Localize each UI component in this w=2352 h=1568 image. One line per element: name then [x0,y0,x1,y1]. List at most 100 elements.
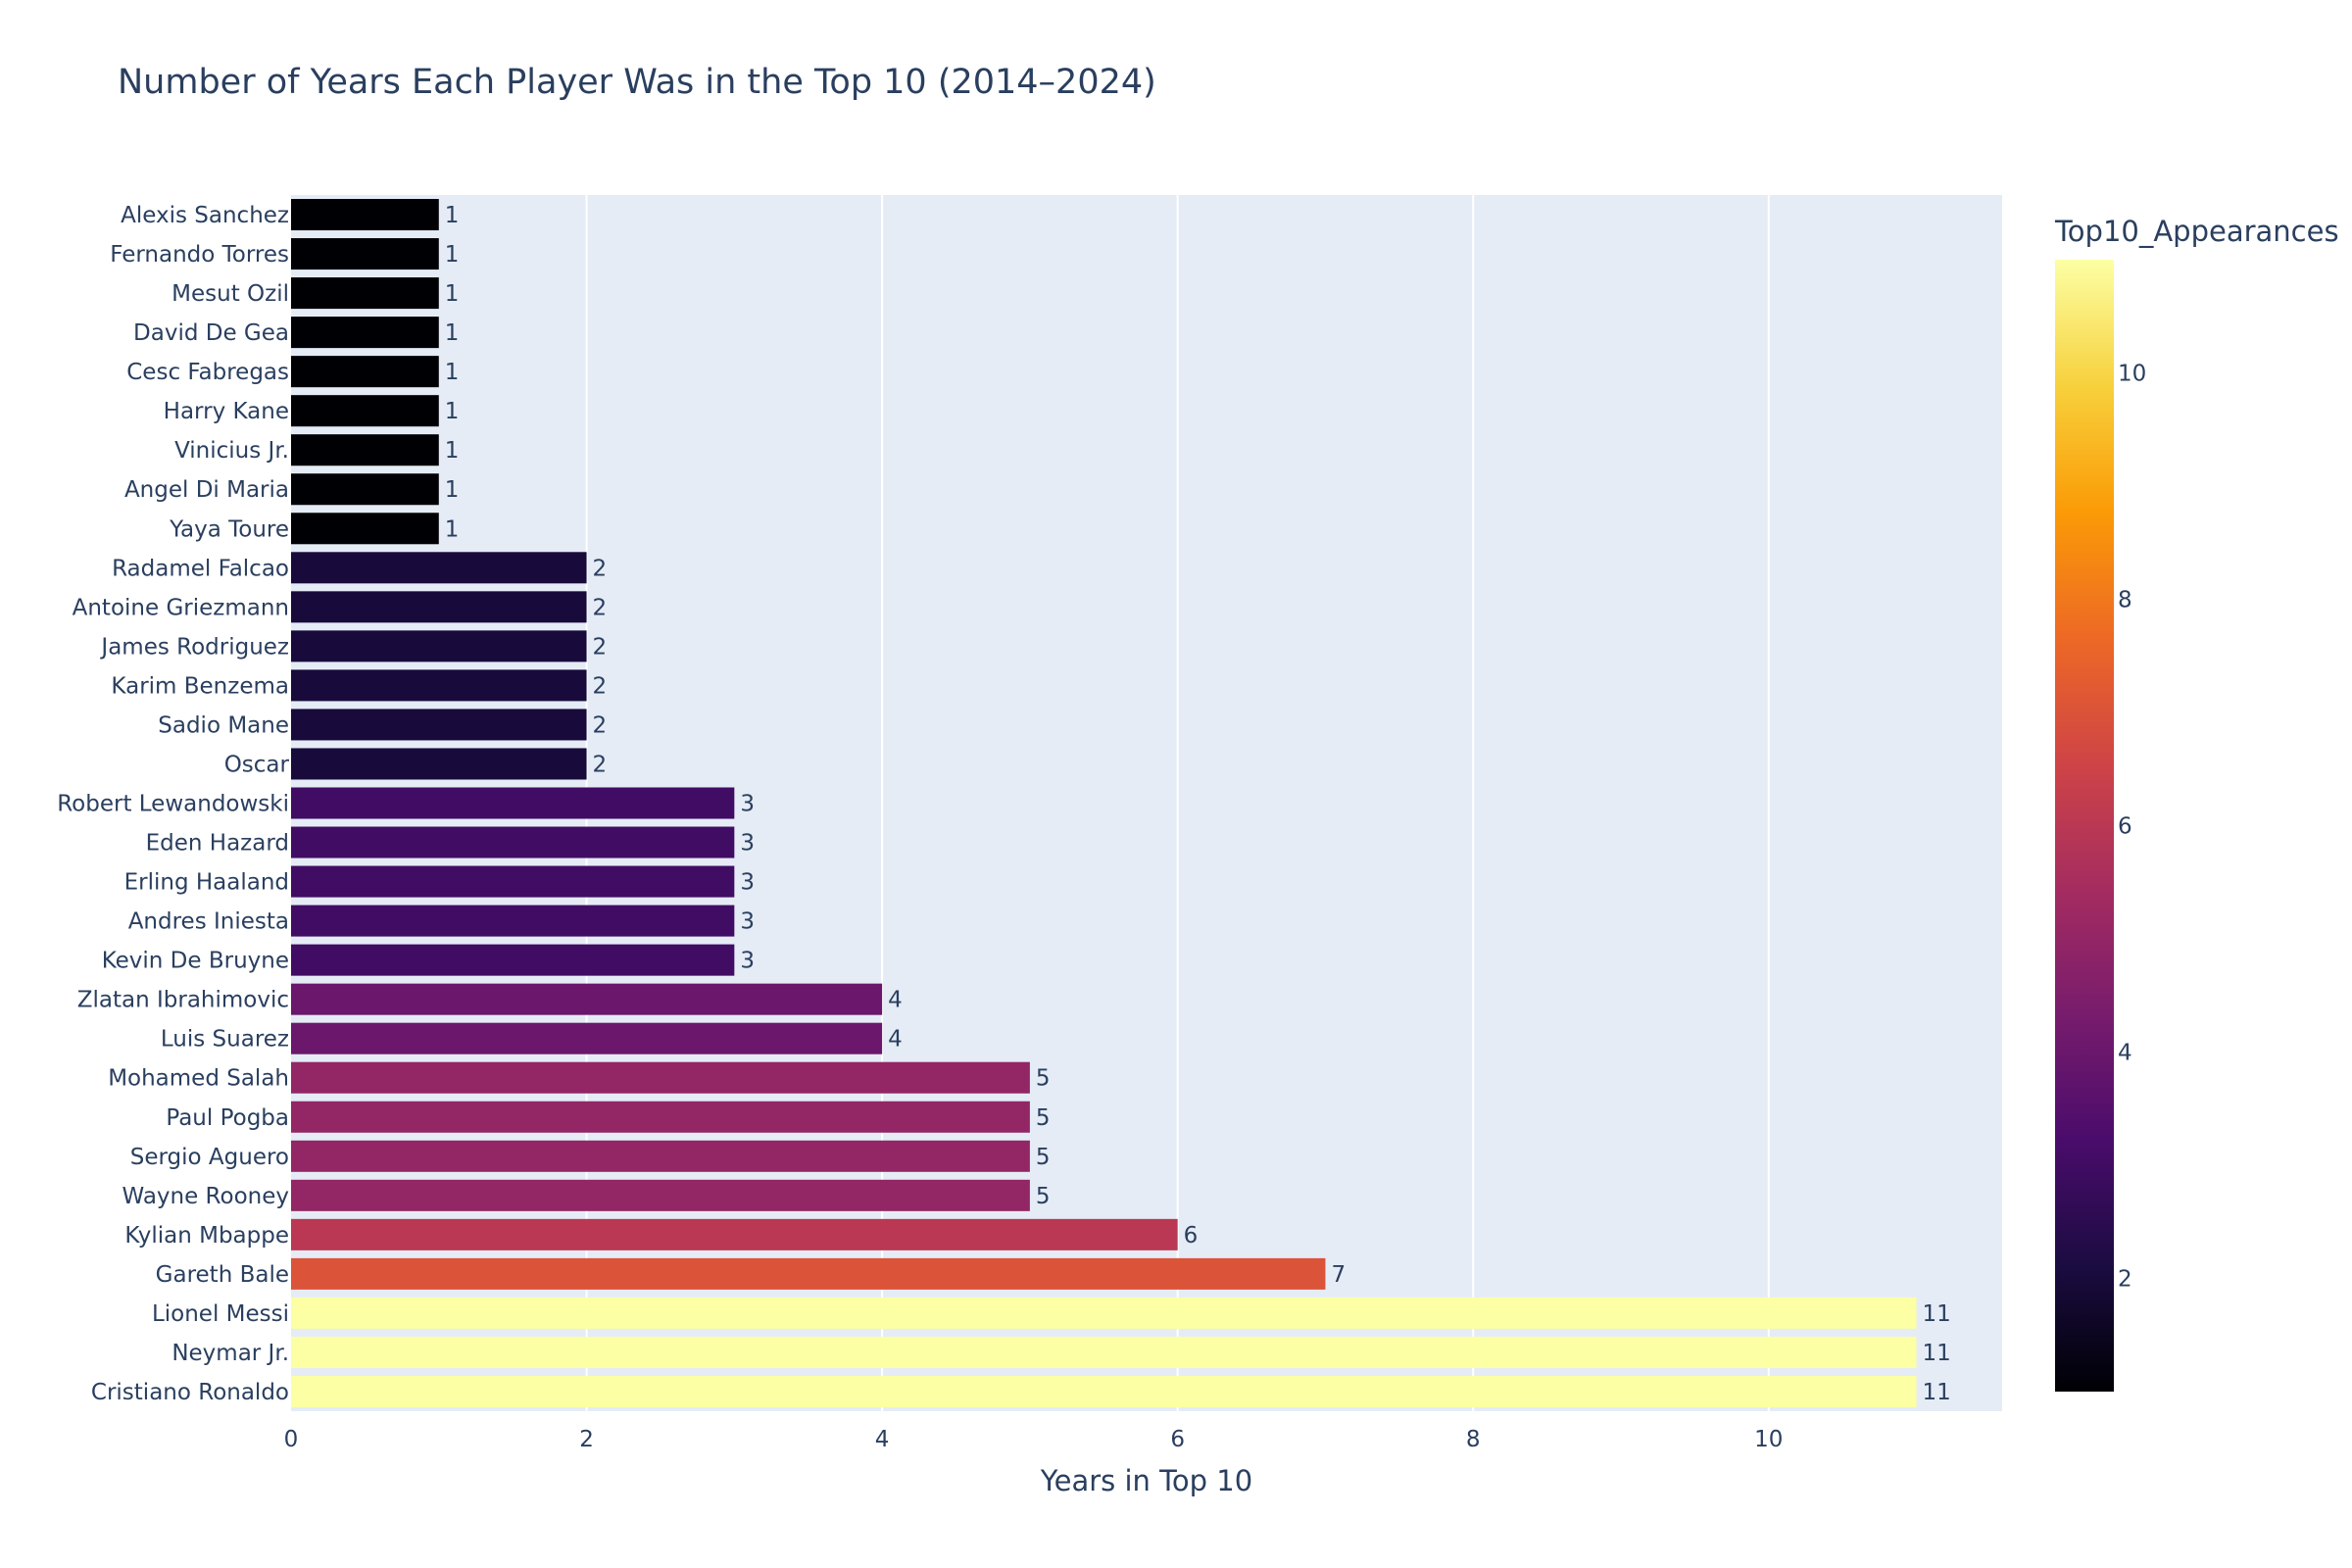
x-tick-label: 6 [1170,1427,1185,1452]
bar [291,277,439,310]
bar [291,199,439,231]
bar [291,669,587,702]
bar [291,1022,883,1054]
y-tick-label: Paul Pogba [166,1105,289,1131]
y-tick-label: Cristiano Ronaldo [91,1380,289,1405]
bar [291,395,439,427]
bar [291,1336,1917,1368]
bar [291,591,587,623]
y-tick-label: Neymar Jr. [172,1341,289,1366]
bar [291,552,587,584]
bar-value-label: 11 [1923,1380,1951,1405]
y-tick-label: Lionel Messi [152,1301,289,1327]
x-axis-tick-labels: 0 2 4 6 8 10 [284,1427,1784,1452]
bar [291,513,439,545]
y-tick-label: Zlatan Ibrahimovic [77,988,289,1013]
bar [291,826,735,858]
bar-value-label: 2 [593,712,608,738]
bar [291,709,587,741]
x-tick-label: 2 [579,1427,594,1452]
bar [291,748,587,780]
bar-value-label: 3 [740,870,755,896]
bar-value-label: 3 [740,792,755,817]
bar-value-label: 4 [888,988,903,1013]
colorbar-tick-label: 2 [2118,1267,2132,1293]
chart-title: Number of Years Each Player Was in the T… [118,63,1156,102]
colorbar-tick-labels: 2 4 6 8 10 [2118,362,2146,1293]
bar [291,238,439,270]
bar-value-label: 11 [1923,1301,1951,1327]
y-tick-label: Gareth Bale [156,1262,289,1288]
bar-value-label: 4 [888,1027,903,1053]
bar [291,865,735,898]
bar [291,1179,1030,1211]
bar-value-label: 11 [1923,1341,1951,1366]
y-tick-label: Erling Haaland [124,870,289,896]
colorbar-tick-label: 6 [2118,814,2132,840]
bar [291,1257,1326,1290]
bar [291,434,439,466]
y-tick-label: Vinicius Jr. [174,438,289,464]
bar [291,473,439,506]
bar-value-label: 3 [740,909,755,935]
y-tick-label: Cesc Fabregas [126,360,289,385]
y-tick-label: Wayne Rooney [122,1184,289,1209]
y-tick-label: Fernando Torres [110,242,289,268]
colorbar-tick-label: 8 [2118,588,2132,613]
bar-value-label: 3 [740,831,755,857]
bar [291,356,439,388]
y-tick-label: James Rodriguez [99,634,289,660]
y-tick-label: Harry Kane [164,399,289,424]
x-tick-label: 8 [1466,1427,1481,1452]
bar [291,983,883,1015]
bar-value-label: 1 [445,477,460,503]
bar [291,1061,1030,1094]
bar [291,787,735,819]
bar-value-label: 2 [593,595,608,620]
y-tick-label: Robert Lewandowski [57,792,289,817]
y-tick-label: Andres Iniesta [128,909,289,935]
x-tick-label: 4 [875,1427,890,1452]
bar [291,1101,1030,1133]
bar-value-label: 1 [445,360,460,385]
y-tick-label: Radamel Falcao [112,556,289,581]
y-tick-label: Alexis Sanchez [121,203,289,228]
bar-value-label: 5 [1036,1145,1051,1170]
y-tick-label: Mohamed Salah [108,1066,289,1092]
y-tick-label: Eden Hazard [146,831,289,857]
bar [291,1140,1030,1172]
bar-value-label: 3 [740,949,755,974]
y-axis-tick-labels: Alexis Sanchez Fernando Torres Mesut Ozil D… [57,203,289,1405]
bar [291,905,735,937]
y-tick-label: Sadio Mane [158,712,289,738]
y-tick-label: Sergio Aguero [130,1145,289,1170]
x-tick-label: 10 [1754,1427,1783,1452]
bar-value-label: 5 [1036,1105,1051,1131]
bar-value-label: 7 [1331,1262,1346,1288]
bar-value-label: 5 [1036,1066,1051,1092]
bar-value-label: 1 [445,320,460,346]
y-tick-label: Karim Benzema [111,673,289,699]
bar [291,1375,1917,1407]
bar [291,630,587,662]
y-tick-label: Oscar [224,752,290,777]
colorbar-title: Top10_Appearances [2055,215,2339,248]
y-tick-label: Kylian Mbappe [124,1223,289,1249]
bars [291,199,1917,1407]
bar-value-label: 1 [445,438,460,464]
y-tick-label: Luis Suarez [161,1027,289,1053]
y-tick-label: Yaya Toure [169,516,289,542]
bar-value-label: 1 [445,242,460,268]
y-tick-label: David De Gea [133,320,289,346]
bar-value-label: 1 [445,203,460,228]
bar-value-label: 1 [445,399,460,424]
colorbar-tick-label: 4 [2118,1041,2132,1066]
bar [291,944,735,976]
y-tick-label: Antoine Griezmann [73,595,289,620]
x-tick-label: 0 [284,1427,299,1452]
y-tick-label: Kevin De Bruyne [102,949,289,974]
y-tick-label: Angel Di Maria [124,477,289,503]
bar-value-label: 2 [593,673,608,699]
y-tick-label: Mesut Ozil [172,281,289,307]
